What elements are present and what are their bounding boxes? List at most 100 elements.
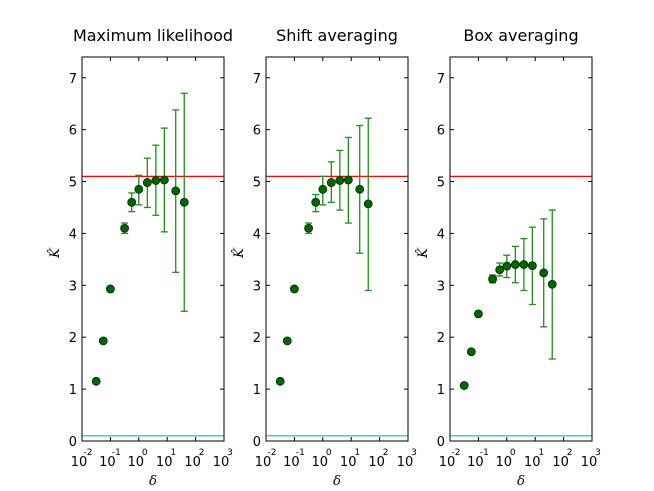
x-axis-label: δ <box>517 474 525 489</box>
x-tick-exponent: 0 <box>326 448 332 458</box>
x-tick-label: 10 <box>71 455 88 470</box>
y-tick-label: 3 <box>437 279 445 294</box>
y-axis-label: K̂ <box>231 247 247 259</box>
y-tick-label: 2 <box>69 331 77 346</box>
y-tick-label: 4 <box>253 227 261 242</box>
x-tick-label: 10 <box>213 455 230 470</box>
x-tick-exponent: 0 <box>510 448 516 458</box>
data-point <box>106 284 115 294</box>
y-tick-label: 5 <box>437 176 445 191</box>
x-tick-label: 10 <box>467 455 484 470</box>
x-tick-label: 10 <box>368 455 385 470</box>
x-tick-label: 10 <box>312 455 329 470</box>
x-tick-exponent: 3 <box>595 448 601 458</box>
data-point <box>343 175 353 185</box>
data-point <box>495 265 505 275</box>
y-tick-label: 1 <box>69 383 77 398</box>
chart-title: Shift averaging <box>276 26 398 45</box>
data-point <box>275 376 285 386</box>
x-tick-exponent: -2 <box>452 448 461 458</box>
x-tick-exponent: 0 <box>142 448 148 458</box>
x-tick-exponent: 3 <box>411 448 417 458</box>
data-point <box>363 199 373 209</box>
data-point <box>179 197 189 207</box>
chart-panel-1: Maximum likelihood0123456710-210-1100101… <box>47 26 233 489</box>
x-tick-exponent: 1 <box>538 448 544 458</box>
x-axis-label: δ <box>149 474 157 489</box>
y-tick-label: 1 <box>437 383 445 398</box>
x-axis-label: δ <box>333 474 341 489</box>
data-point <box>335 176 345 185</box>
y-tick-label: 7 <box>437 72 445 87</box>
x-tick-label: 10 <box>397 455 414 470</box>
data-point <box>159 175 169 185</box>
x-tick-exponent: 2 <box>199 448 205 458</box>
data-point <box>304 223 314 233</box>
y-tick-label: 3 <box>69 279 77 294</box>
data-point <box>282 336 292 346</box>
x-tick-exponent: 1 <box>170 448 176 458</box>
data-point <box>120 223 129 233</box>
data-point <box>502 261 512 271</box>
axes-frame <box>265 56 409 442</box>
x-tick-label: 10 <box>99 455 116 470</box>
x-tick-label: 10 <box>439 455 456 470</box>
x-tick-exponent: -1 <box>112 448 121 458</box>
x-tick-label: 10 <box>581 455 598 470</box>
y-axis-label: K̂ <box>47 247 63 259</box>
x-tick-exponent: 2 <box>567 448 573 458</box>
x-tick-exponent: -1 <box>296 448 305 458</box>
y-tick-label: 0 <box>437 435 445 450</box>
data-point <box>527 261 537 271</box>
data-point <box>473 309 483 319</box>
data-point <box>151 176 161 185</box>
data-point <box>539 268 549 278</box>
x-tick-exponent: -2 <box>84 448 93 458</box>
data-point <box>510 260 520 269</box>
chart-title: Maximum likelihood <box>73 26 233 45</box>
y-tick-label: 6 <box>69 124 77 139</box>
data-point <box>326 178 336 187</box>
y-tick-label: 2 <box>253 331 261 346</box>
data-point <box>142 178 152 187</box>
data-point <box>171 186 181 196</box>
x-tick-exponent: -2 <box>268 448 277 458</box>
data-point <box>318 184 328 194</box>
x-tick-exponent: 1 <box>354 448 360 458</box>
axes-frame <box>81 56 225 442</box>
data-point <box>547 279 557 289</box>
x-tick-label: 10 <box>128 455 145 470</box>
data-point <box>98 336 108 346</box>
data-point <box>91 376 101 386</box>
y-tick-label: 4 <box>69 227 77 242</box>
x-tick-label: 10 <box>340 455 357 470</box>
x-tick-exponent: -1 <box>480 448 489 458</box>
y-tick-label: 5 <box>253 176 261 191</box>
data-point <box>488 274 498 284</box>
data-point <box>355 184 365 194</box>
axes-frame <box>449 56 593 442</box>
y-tick-label: 3 <box>253 279 261 294</box>
y-axis-label: K̂ <box>415 247 431 259</box>
data-point <box>311 197 321 207</box>
data-point <box>134 184 144 194</box>
chart-panel-2: Shift averaging0123456710-210-1100101102… <box>231 26 417 489</box>
y-tick-label: 1 <box>253 383 261 398</box>
x-tick-label: 10 <box>552 455 569 470</box>
x-tick-label: 10 <box>524 455 541 470</box>
x-tick-exponent: 3 <box>227 448 233 458</box>
y-tick-label: 7 <box>253 72 261 87</box>
y-tick-label: 6 <box>437 124 445 139</box>
y-tick-label: 4 <box>437 227 445 242</box>
x-tick-label: 10 <box>184 455 201 470</box>
y-tick-label: 0 <box>253 435 261 450</box>
x-tick-label: 10 <box>255 455 272 470</box>
x-tick-exponent: 2 <box>383 448 389 458</box>
data-point <box>459 381 469 390</box>
data-point <box>289 284 299 294</box>
y-tick-label: 7 <box>69 72 77 87</box>
y-tick-label: 5 <box>69 176 77 191</box>
y-tick-label: 6 <box>253 124 261 139</box>
chart-panel-3: Box averaging0123456710-210-110010110210… <box>415 26 601 489</box>
